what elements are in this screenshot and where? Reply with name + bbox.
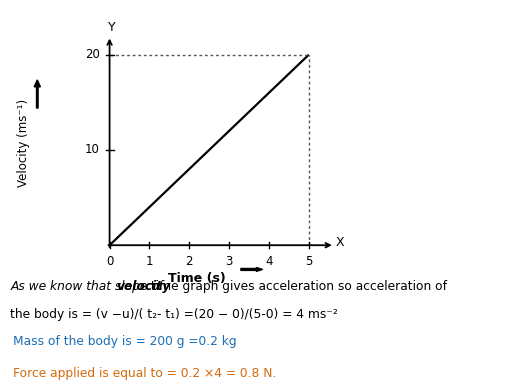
Text: 10: 10 [85,144,99,156]
Text: Mass of the body is = 200 g =0.2 kg: Mass of the body is = 200 g =0.2 kg [13,335,237,349]
Text: Velocity (ms⁻¹): Velocity (ms⁻¹) [17,99,30,187]
Text: the body is = (v −u)/( t₂- t₁) =(20 − 0)/(5-0) = 4 ms⁻²: the body is = (v −u)/( t₂- t₁) =(20 − 0)… [10,308,338,321]
Text: 2: 2 [185,255,193,268]
Text: 4: 4 [265,255,272,268]
Text: 0: 0 [106,255,113,268]
Text: X: X [336,236,344,249]
Text: 5: 5 [305,255,312,268]
Text: Y: Y [108,21,116,34]
Text: Time (s): Time (s) [168,272,226,285]
Text: As we know that slope of: As we know that slope of [10,280,167,293]
Text: velocity: velocity [117,280,171,293]
Text: 3: 3 [225,255,233,268]
Text: 20: 20 [85,48,99,61]
Text: 1: 1 [146,255,153,268]
Text: time graph gives acceleration so acceleration of: time graph gives acceleration so acceler… [147,280,447,293]
Text: Force applied is equal to = 0.2 ×4 = 0.8 N.: Force applied is equal to = 0.2 ×4 = 0.8… [13,367,276,380]
